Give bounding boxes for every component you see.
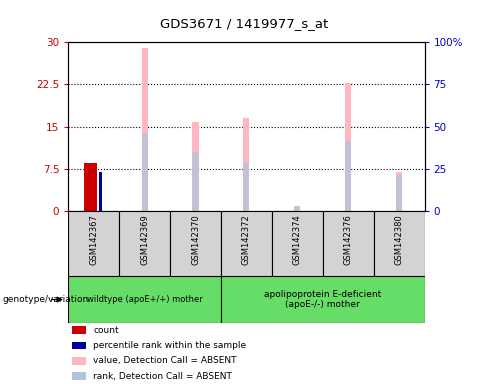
Bar (396, 172, 402, 211)
Bar (221, 211, 272, 276)
Text: count: count (93, 326, 119, 335)
Text: apolipoprotein E-deficient
(apoE-/-) mother: apolipoprotein E-deficient (apoE-/-) mot… (264, 290, 382, 309)
Text: GSM142374: GSM142374 (293, 214, 302, 265)
Bar (84, 163, 97, 211)
Text: percentile rank within the sample: percentile rank within the sample (93, 341, 246, 350)
Bar (91, 163, 97, 211)
Bar (72, 357, 86, 365)
Text: GSM142367: GSM142367 (89, 214, 98, 265)
Bar (192, 152, 199, 211)
Bar (68, 211, 119, 276)
Bar (72, 342, 86, 349)
Bar (192, 122, 199, 211)
Bar (72, 372, 86, 380)
Bar (345, 83, 351, 211)
Bar (99, 172, 102, 211)
Bar (72, 326, 86, 334)
Bar (323, 211, 374, 276)
Text: GSM142369: GSM142369 (140, 214, 149, 265)
Bar (396, 175, 402, 211)
Bar (221, 276, 425, 323)
Bar (294, 205, 301, 211)
Bar (272, 211, 323, 276)
Text: value, Detection Call = ABSENT: value, Detection Call = ABSENT (93, 356, 237, 366)
Text: wildtype (apoE+/+) mother: wildtype (apoE+/+) mother (87, 295, 203, 304)
Text: genotype/variation: genotype/variation (2, 295, 89, 304)
Text: rank, Detection Call = ABSENT: rank, Detection Call = ABSENT (93, 372, 232, 381)
Text: GDS3671 / 1419977_s_at: GDS3671 / 1419977_s_at (160, 17, 328, 30)
Bar (244, 118, 249, 211)
Text: GSM142372: GSM142372 (242, 214, 251, 265)
Text: GSM142376: GSM142376 (344, 214, 353, 265)
Text: GSM142380: GSM142380 (395, 214, 404, 265)
Bar (142, 48, 148, 211)
Bar (119, 211, 170, 276)
Bar (345, 141, 351, 211)
Bar (374, 211, 425, 276)
Bar (244, 163, 249, 211)
Bar (170, 211, 221, 276)
Bar (142, 134, 148, 211)
Bar (294, 205, 301, 211)
Bar (68, 276, 221, 323)
Text: GSM142370: GSM142370 (191, 214, 200, 265)
